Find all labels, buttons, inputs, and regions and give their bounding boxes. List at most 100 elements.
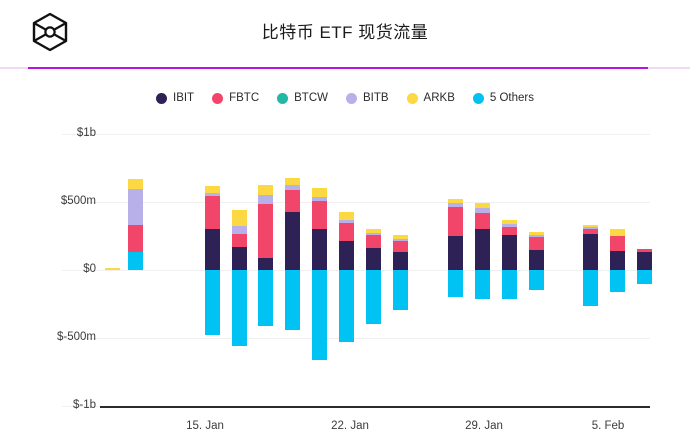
bar-segment[interactable] — [312, 188, 327, 197]
bar-segment[interactable] — [232, 226, 247, 234]
bar-segment[interactable] — [128, 225, 143, 256]
x-axis-tick-label: 5. Feb — [591, 420, 625, 432]
bar-segment[interactable] — [637, 252, 652, 270]
gridline — [62, 202, 650, 203]
legend-label: FBTC — [229, 92, 260, 104]
bar-segment[interactable] — [637, 248, 652, 253]
bar-segment[interactable] — [393, 252, 408, 270]
bar-segment[interactable] — [339, 270, 354, 343]
gridline — [62, 134, 650, 135]
bar-segment[interactable] — [475, 212, 490, 230]
bar-segment[interactable] — [529, 249, 544, 270]
bar-segment[interactable] — [285, 270, 300, 330]
bar-segment[interactable] — [285, 178, 300, 185]
bar-segment[interactable] — [339, 240, 354, 270]
bar-segment[interactable] — [232, 210, 247, 227]
bar-segment[interactable] — [502, 220, 517, 225]
legend-item-ibit[interactable]: IBIT — [156, 92, 194, 104]
legend-item-5-others[interactable]: 5 Others — [472, 92, 534, 104]
bar-segment[interactable] — [205, 185, 220, 194]
bar-segment[interactable] — [258, 194, 273, 205]
bar-segment[interactable] — [366, 232, 381, 235]
legend-item-arkb[interactable]: ARKB — [406, 92, 455, 104]
bar-segment[interactable] — [448, 270, 463, 297]
bar-segment[interactable] — [258, 204, 273, 258]
bar-segment[interactable] — [448, 199, 463, 204]
legend-swatch-icon — [212, 92, 224, 104]
bar-segment[interactable] — [502, 270, 517, 300]
bar-segment[interactable] — [529, 270, 544, 291]
bar-segment[interactable] — [475, 270, 490, 300]
bar-segment[interactable] — [448, 203, 463, 208]
bar-segment[interactable] — [502, 224, 517, 228]
bar-segment[interactable] — [339, 211, 354, 221]
bar-segment[interactable] — [475, 229, 490, 270]
bar-segment[interactable] — [258, 185, 273, 195]
bar-segment[interactable] — [285, 190, 300, 212]
bar-segment[interactable] — [366, 234, 381, 249]
bar-segment[interactable] — [339, 223, 354, 241]
legend-item-btcw[interactable]: BTCW — [277, 92, 328, 104]
bar-segment[interactable] — [529, 231, 544, 235]
bar-segment[interactable] — [128, 252, 143, 270]
bar-segment[interactable] — [205, 229, 220, 270]
bar-segment[interactable] — [285, 185, 300, 191]
y-axis-tick-label: $1b — [76, 127, 96, 139]
bar-segment[interactable] — [393, 234, 408, 240]
bar-segment[interactable] — [448, 207, 463, 236]
bar-segment[interactable] — [393, 270, 408, 311]
bar-segment[interactable] — [258, 270, 273, 326]
bar-segment[interactable] — [475, 208, 490, 213]
x-axis-tick-label: 15. Jan — [186, 420, 224, 432]
legend-item-fbtc[interactable]: FBTC — [212, 92, 259, 104]
bar-segment[interactable] — [502, 227, 517, 236]
bar-segment[interactable] — [502, 235, 517, 270]
bar-segment[interactable] — [583, 225, 598, 228]
legend-label: BTCW — [294, 92, 328, 104]
bar-segment[interactable] — [583, 229, 598, 234]
bar-segment[interactable] — [583, 270, 598, 307]
x-axis-line — [100, 406, 650, 408]
bar-segment[interactable] — [610, 228, 625, 236]
bar-segment[interactable] — [232, 233, 247, 247]
bar-segment[interactable] — [312, 200, 327, 230]
header-divider — [0, 67, 690, 69]
legend-swatch-icon — [406, 92, 418, 104]
y-axis-tick-label: $-500m — [57, 331, 96, 343]
bar-segment[interactable] — [448, 236, 463, 270]
gridline — [62, 270, 650, 271]
bar-segment[interactable] — [475, 203, 490, 209]
bar-segment[interactable] — [637, 270, 652, 284]
bar-segment[interactable] — [393, 239, 408, 241]
bar-segment[interactable] — [312, 270, 327, 360]
bar-segment[interactable] — [312, 196, 327, 201]
bar-segment[interactable] — [205, 193, 220, 196]
bar-segment[interactable] — [258, 257, 273, 270]
bar-segment[interactable] — [610, 236, 625, 251]
bar-segment[interactable] — [285, 211, 300, 270]
bar-segment[interactable] — [232, 246, 247, 270]
y-axis-tick-label: $500m — [60, 195, 96, 207]
bar-segment[interactable] — [529, 234, 544, 237]
bar-segment[interactable] — [583, 233, 598, 270]
legend-swatch-icon — [472, 92, 484, 104]
bar-segment[interactable] — [529, 236, 544, 250]
bar-segment[interactable] — [312, 229, 327, 270]
bar-segment[interactable] — [366, 228, 381, 233]
bar-segment[interactable] — [105, 268, 120, 270]
bar-segment[interactable] — [610, 250, 625, 270]
bar-segment[interactable] — [610, 270, 625, 292]
legend-item-bitb[interactable]: BITB — [345, 92, 389, 104]
bar-segment[interactable] — [128, 189, 143, 226]
bar-segment[interactable] — [583, 227, 598, 230]
bar-segment[interactable] — [128, 178, 143, 190]
legend-label: BITB — [362, 92, 389, 104]
bar-segment[interactable] — [232, 270, 247, 347]
bar-segment[interactable] — [339, 220, 354, 224]
bar-segment[interactable] — [366, 248, 381, 270]
bar-segment[interactable] — [393, 240, 408, 253]
bar-segment[interactable] — [205, 270, 220, 336]
bar-segment[interactable] — [205, 195, 220, 230]
bar-segment[interactable] — [366, 270, 381, 324]
